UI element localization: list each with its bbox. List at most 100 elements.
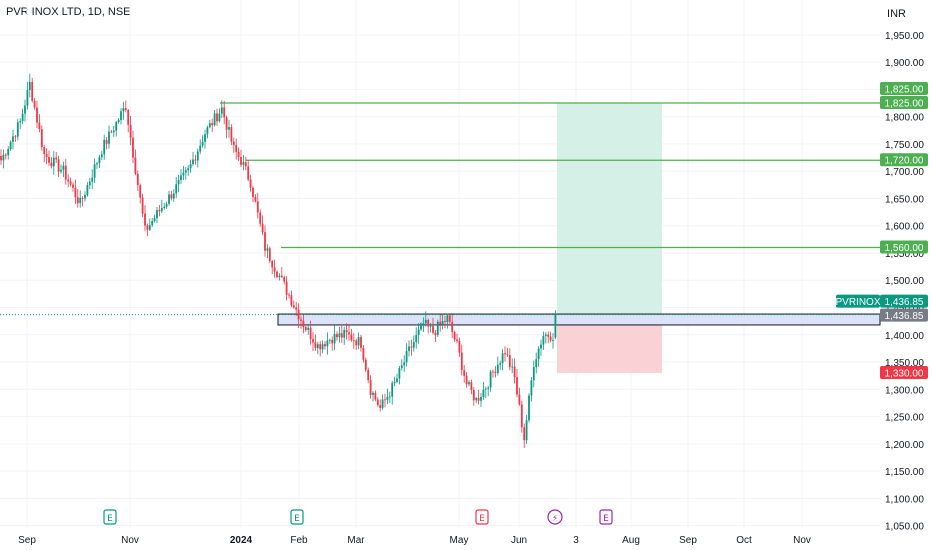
candle-body: [530, 380, 533, 396]
candle-body: [542, 335, 545, 345]
candle-body: [26, 90, 29, 106]
candle-body: [288, 294, 290, 296]
candle-body: [60, 169, 62, 172]
candle-body: [381, 399, 384, 408]
candle-body: [386, 397, 389, 400]
candle-body: [367, 369, 370, 381]
candle-body: [266, 248, 269, 251]
symbol-tag-box: [836, 294, 880, 308]
time-axis: Sep Nov 2024 Feb Mar May Jun 3 Aug Sep Oct Nov: [18, 535, 811, 546]
candle-body: [175, 184, 178, 194]
candle-body: [160, 208, 163, 212]
candle-body: [88, 181, 91, 186]
candle-body: [33, 100, 36, 108]
candle-body: [513, 366, 516, 378]
candle-body: [189, 164, 192, 169]
candle-body: [496, 364, 499, 374]
candle-body: [136, 173, 139, 186]
candle-body: [302, 320, 305, 328]
stop-price-tag-box: [880, 365, 928, 379]
candle-body: [28, 82, 31, 91]
candle-body: [372, 392, 374, 395]
candle-body: [446, 315, 449, 322]
candle-body: [148, 225, 151, 230]
candle-body: [180, 175, 182, 180]
candle-body: [436, 321, 439, 335]
candle-body: [463, 370, 466, 376]
candle-body: [223, 107, 226, 118]
y-tick-label: 1,350.00: [885, 358, 924, 369]
candle-body: [72, 184, 74, 188]
candle-body: [201, 141, 204, 146]
candle-body: [456, 339, 458, 342]
candle-body: [252, 187, 254, 198]
last-price-tag-box: [880, 294, 928, 308]
candle-body: [295, 307, 298, 310]
candle-body: [276, 271, 278, 278]
candle-body: [14, 136, 17, 138]
candle-body: [520, 404, 523, 428]
candle-body: [24, 105, 26, 114]
candle-body: [441, 321, 444, 325]
candle-body: [182, 172, 185, 176]
candle-body: [247, 166, 250, 180]
level-price-tag-box: [880, 240, 928, 254]
y-tick-label: 1,800.00: [885, 113, 924, 124]
level-price-tag: 1,560.00: [885, 243, 924, 254]
candle-body: [458, 341, 461, 353]
candle-body: [261, 223, 264, 233]
candle-body: [549, 336, 552, 341]
candle-body: [552, 340, 554, 341]
candle-body: [271, 261, 274, 268]
candle-body: [297, 309, 300, 320]
candle-body: [213, 113, 216, 126]
candle-body: [273, 267, 276, 272]
candle-body: [52, 157, 55, 167]
candle-body: [340, 333, 343, 338]
candle-body: [36, 107, 38, 123]
candle-body: [319, 344, 322, 350]
candle-body: [290, 295, 293, 306]
candle-body: [199, 145, 202, 152]
candle-body: [518, 394, 521, 405]
candle-body: [484, 388, 487, 390]
candle-body: [64, 165, 67, 180]
candle-body: [460, 352, 463, 371]
candle-body: [422, 323, 425, 325]
candle-body: [388, 396, 391, 398]
candle-body: [396, 378, 398, 382]
candle-body: [244, 162, 247, 167]
candle-body: [417, 329, 420, 336]
candle-body: [448, 315, 451, 322]
candle-body: [86, 185, 89, 195]
candle-body: [31, 82, 34, 101]
candle-body: [328, 339, 331, 341]
candle-body: [84, 194, 86, 199]
candle-body: [230, 127, 233, 142]
x-tick-label: Sep: [18, 535, 36, 546]
candle-body: [511, 366, 514, 368]
candle-body: [362, 347, 365, 360]
y-tick-label: 1,900.00: [885, 58, 924, 69]
candle-body: [45, 154, 48, 157]
candle-body: [326, 340, 329, 347]
candle-body: [172, 193, 175, 199]
candle-body: [100, 154, 103, 158]
candle-body: [482, 389, 485, 397]
candle-body: [139, 185, 142, 198]
candle-body: [115, 121, 118, 131]
candle-body: [379, 405, 382, 408]
candle-body: [0, 155, 2, 161]
candle-body: [278, 275, 281, 278]
candle-body: [12, 136, 14, 142]
candle-body: [547, 334, 550, 337]
candle-body: [331, 339, 334, 344]
candle-body: [465, 375, 468, 385]
candle-body: [501, 353, 504, 364]
last-price-tag: 1,436.85: [885, 297, 924, 308]
candle-body: [492, 371, 494, 373]
candle-body: [525, 420, 528, 441]
levels-layer: [0, 102, 880, 316]
candle-body: [146, 225, 149, 230]
